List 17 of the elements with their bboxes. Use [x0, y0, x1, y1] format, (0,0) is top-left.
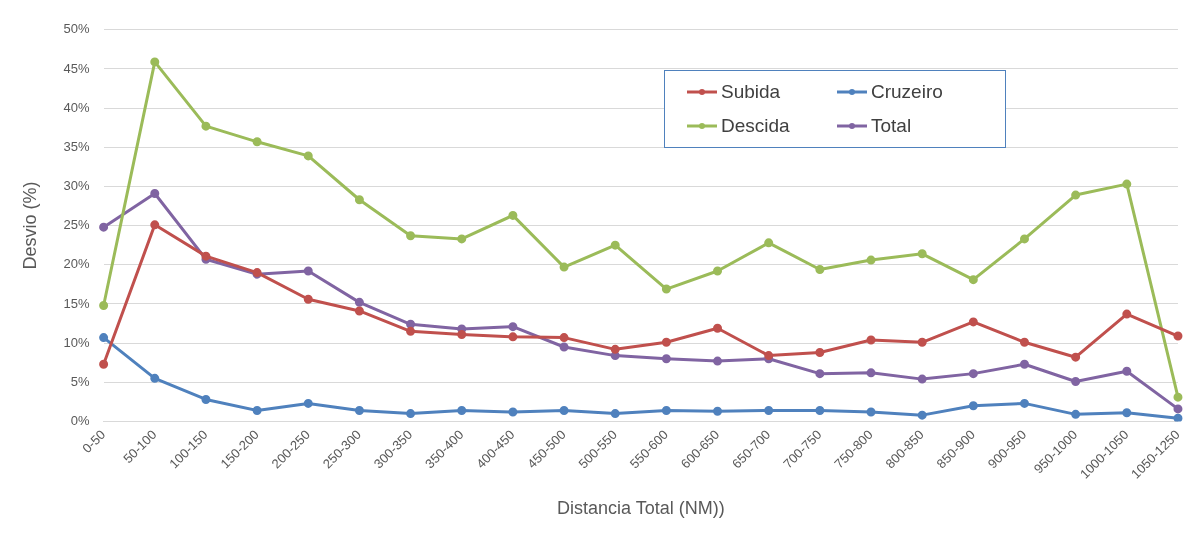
y-tick-label: 0%	[70, 412, 91, 428]
x-axis-title: Distancia Total (NM))	[556, 498, 725, 519]
y-tick-label: 25%	[63, 217, 91, 233]
y-axis-title: Desvio (%)	[19, 181, 40, 270]
legend-label: Cruzeiro	[871, 81, 943, 103]
y-tick-label: 15%	[63, 295, 91, 311]
legend-label: Subida	[721, 81, 781, 103]
legend-label: Total	[871, 115, 912, 137]
y-tick-label: 40%	[63, 99, 91, 115]
y-tick-label: 35%	[63, 138, 91, 154]
y-tick-label: 20%	[63, 256, 91, 272]
y-tick-label: 45%	[63, 60, 91, 76]
legend-label: Descida	[721, 115, 790, 137]
y-tick-label: 50%	[63, 21, 91, 37]
y-tick-label: 30%	[63, 178, 91, 194]
y-tick-label: 10%	[63, 334, 91, 350]
y-tick-label: 5%	[70, 373, 91, 389]
